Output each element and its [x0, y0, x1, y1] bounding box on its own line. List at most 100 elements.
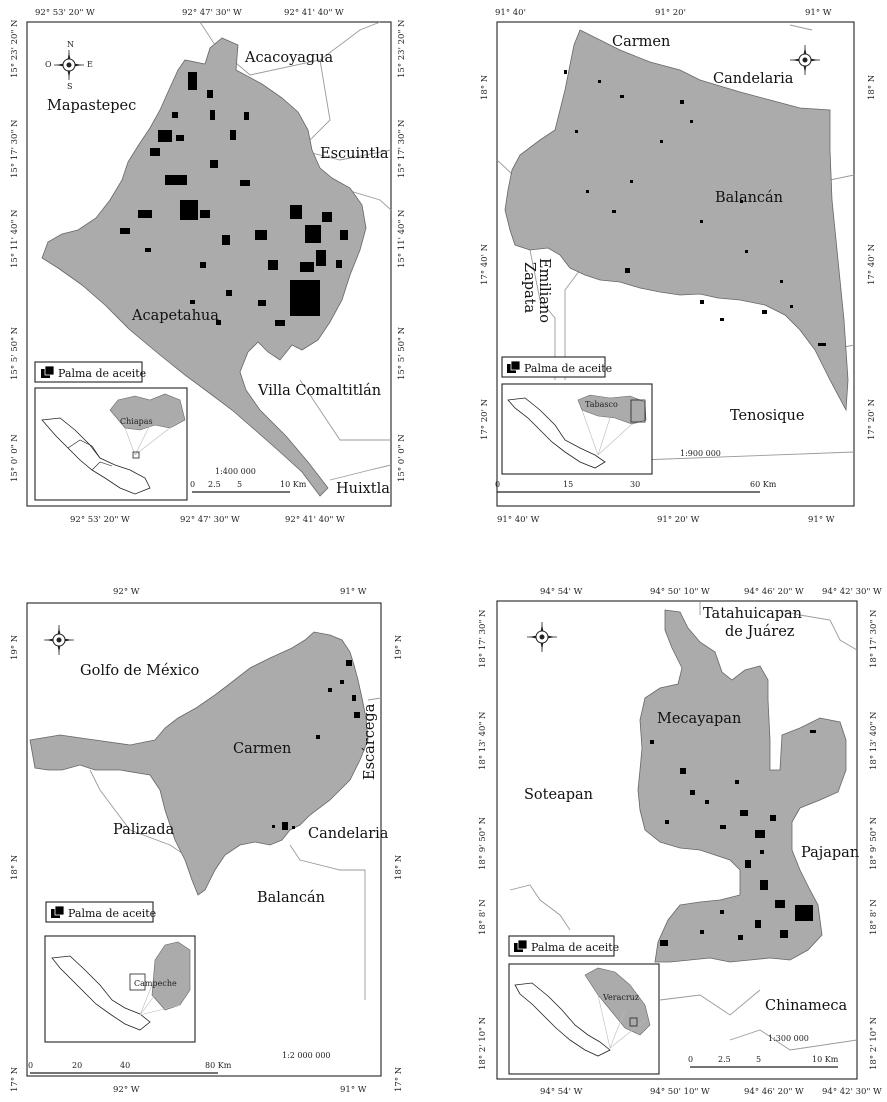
coord-bottom-1: 92° W	[113, 1085, 140, 1095]
coord-lat-3: 17° N	[10, 1066, 20, 1092]
scale-tick: 0	[688, 1055, 693, 1064]
place-de-juarez: de Juárez	[725, 624, 795, 640]
svg-text:S: S	[67, 82, 72, 91]
coord-bottom-1: 92° 53' 20" W	[70, 515, 130, 525]
place-escuintla: Escuintla	[320, 146, 389, 162]
inset-label: Chiapas	[120, 417, 153, 426]
coord-lat-right-3: 17° 20' N	[867, 398, 877, 440]
coord-lat-2: 18° N	[10, 854, 20, 880]
coord-top-3: 94° 46' 20" W	[744, 587, 804, 597]
coord-top-2: 91° 20'	[655, 8, 686, 18]
legend-box	[508, 935, 615, 957]
inset-label: Veracruz	[602, 993, 639, 1002]
scale-ratio: 1:2 000 000	[282, 1051, 331, 1060]
inset-map: Tabasco 1:900 000 0 15 30 60 Km	[495, 383, 777, 493]
coord-top-1: 94° 54' W	[540, 587, 583, 597]
place-golfo-de-mexico: Golfo de México	[80, 663, 199, 679]
coord-lat-right-1: 18° N	[867, 74, 877, 100]
place-huixtla: Huixtla	[336, 481, 390, 497]
coord-lat-4: 18° 8' N	[478, 899, 488, 935]
place-escarcega: Escárcega	[362, 703, 378, 780]
coord-lat-3: 15° 11' 40" N	[10, 209, 20, 268]
place-tatahuicapan: Tatahuicapan	[703, 606, 802, 622]
inset-map: Veracruz	[508, 963, 660, 1075]
svg-text:15: 15	[563, 480, 573, 489]
inset-map: Campeche	[44, 935, 196, 1043]
coord-lat-right-1: 19° N	[394, 634, 404, 660]
place-soteapan: Soteapan	[524, 787, 593, 803]
legend-label: Palma de aceite	[58, 367, 146, 380]
place-acapetahua: Acapetahua	[131, 308, 219, 324]
place-candelaria: Candelaria	[713, 71, 794, 87]
coord-lat-3: 17° 20' N	[480, 398, 490, 440]
coord-top-2: 91° W	[340, 587, 367, 597]
svg-text:O: O	[45, 60, 52, 69]
coord-bottom-2: 92° 47' 30" W	[180, 515, 240, 525]
coord-bottom-1: 91° 40' W	[497, 515, 540, 525]
map-chiapas: 92° 53' 20" W 92° 47' 30" W 92° 41' 40" …	[10, 8, 407, 525]
coord-lat-5: 15° 0' 0" N	[10, 434, 20, 482]
coord-lat-right-2: 18° 13' 40" N	[869, 711, 879, 770]
scale-ratio: 1:400 000	[215, 467, 256, 476]
svg-text:30: 30	[630, 480, 640, 489]
legend-label: Palma de aceite	[531, 941, 619, 954]
scale-tick: 80 Km	[205, 1061, 232, 1070]
region-balancan	[504, 29, 849, 412]
place-acacoyagua: Acacoyagua	[244, 50, 334, 66]
legend-box	[45, 901, 154, 923]
palm-patches	[272, 660, 360, 830]
coord-lat-right-1: 18° 17' 30" N	[869, 609, 879, 668]
place-villa-comaltitlan: Villa Comaltitlán	[257, 383, 381, 399]
coord-bottom-2: 91° W	[340, 1085, 367, 1095]
place-balancan: Balancán	[715, 190, 783, 206]
inset-label: Campeche	[134, 979, 177, 988]
coord-top-3: 92° 41' 40" W	[284, 8, 344, 18]
map-campeche: 92° W 91° W 92° W 91° W 19° N 18° N 17° …	[10, 587, 404, 1095]
svg-text:E: E	[87, 60, 93, 69]
coord-bottom-2: 94° 50' 10" W	[650, 1087, 710, 1097]
coord-lat-right-3: 17° N	[394, 1066, 404, 1092]
coord-lat-2: 17° 40' N	[480, 243, 490, 285]
compass-icon: N S E O	[45, 40, 93, 91]
scale-ratio: 1:900 000	[680, 449, 721, 458]
region-mecayapan-pajapan	[637, 609, 847, 963]
palm-patches	[120, 72, 348, 326]
place-balancan: Balancán	[257, 890, 325, 906]
svg-text:0: 0	[190, 480, 195, 489]
coord-top-1: 91° 40'	[495, 8, 526, 18]
coord-lat-right-2: 18° N	[394, 854, 404, 880]
svg-text:5: 5	[237, 480, 242, 489]
coord-bottom-3: 94° 46' 20" W	[744, 1087, 804, 1097]
legend-box	[34, 361, 143, 383]
coord-bottom-2: 91° 20' W	[657, 515, 700, 525]
map-veracruz: 94° 54' W 94° 50' 10" W 94° 46' 20" W 94…	[478, 587, 882, 1097]
svg-text:10 Km: 10 Km	[280, 480, 307, 489]
scale-tick: 40	[120, 1061, 130, 1070]
coord-bottom-4: 94° 42' 30" W	[822, 1087, 882, 1097]
coord-lat-1: 19° N	[10, 634, 20, 660]
coord-lat-right-3: 15° 11' 40" N	[397, 209, 407, 268]
coord-lat-2: 18° 13' 40" N	[478, 711, 488, 770]
legend-box	[501, 356, 606, 378]
inset-label: Tabasco	[585, 400, 618, 409]
palm-patches	[650, 730, 816, 946]
scale-tick: 0	[28, 1061, 33, 1070]
place-carmen: Carmen	[233, 741, 291, 757]
coord-bottom-3: 92° 41' 40" W	[285, 515, 345, 525]
scale-tick: 2.5	[718, 1055, 731, 1064]
svg-text:60 Km: 60 Km	[750, 480, 777, 489]
coord-lat-1: 15° 23' 20" N	[10, 19, 20, 78]
coord-lat-right-4: 18° 8' N	[869, 899, 879, 935]
place-emiliano: Emiliano	[536, 258, 552, 323]
place-candelaria: Candelaria	[308, 826, 389, 842]
svg-text:0: 0	[495, 480, 500, 489]
place-tenosique: Tenosique	[730, 408, 804, 424]
coord-lat-1: 18° N	[480, 74, 490, 100]
coord-lat-right-2: 17° 40' N	[867, 243, 877, 285]
coord-lat-3: 18° 9' 50" N	[478, 816, 488, 870]
svg-text:N: N	[67, 40, 74, 49]
coord-lat-right-5: 15° 0' 0" N	[397, 434, 407, 482]
scale-tick: 5	[756, 1055, 761, 1064]
svg-text:2.5: 2.5	[208, 480, 221, 489]
